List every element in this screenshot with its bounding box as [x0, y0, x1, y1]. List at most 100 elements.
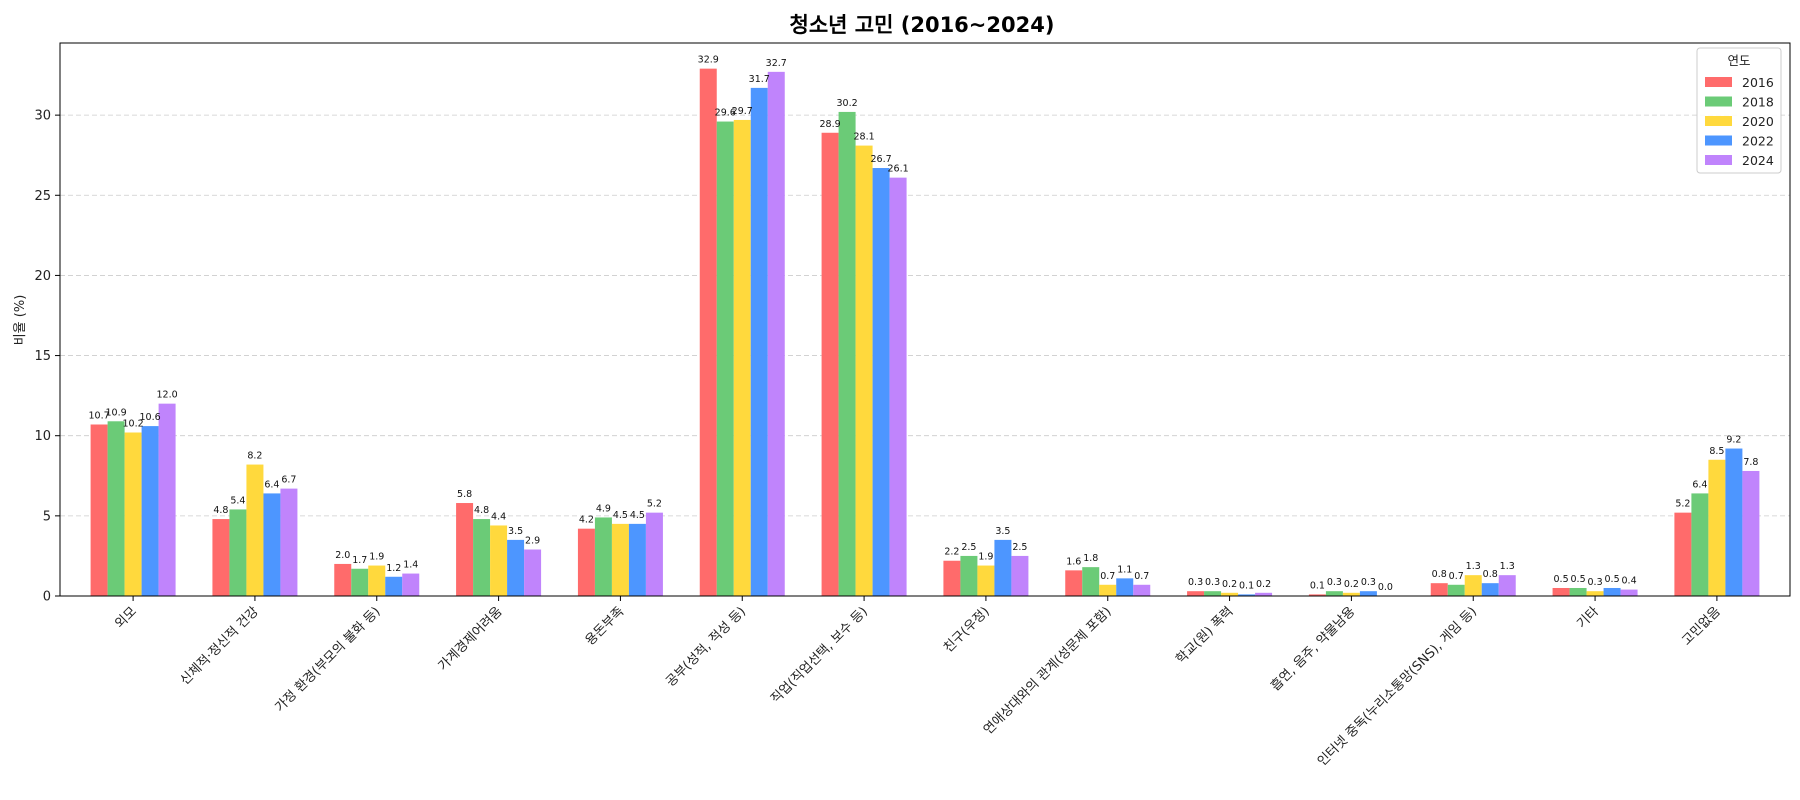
bar-2016 [1430, 583, 1448, 596]
bar-value-label: 0.2 [1222, 579, 1237, 590]
x-tick-label: 기타 [1574, 604, 1602, 632]
bar-2022 [750, 87, 768, 596]
bar-value-label: 0.1 [1310, 580, 1325, 591]
bar-2024 [1255, 592, 1273, 596]
bar-2018 [1569, 587, 1587, 596]
bar-value-label: 10.7 [89, 410, 110, 421]
bar-2024 [767, 71, 785, 596]
bar-value-label: 0.5 [1605, 574, 1620, 585]
y-tick-label: 15 [34, 349, 51, 364]
bar-value-label: 2.2 [944, 547, 959, 558]
legend-label: 2020 [1742, 114, 1774, 129]
bar-2018 [1691, 493, 1709, 596]
bar-2022 [1603, 587, 1621, 596]
bar-2016 [821, 132, 839, 596]
bar-value-label: 0.2 [1344, 579, 1359, 590]
y-tick-label: 20 [34, 269, 51, 284]
bar-value-label: 0.3 [1327, 577, 1342, 588]
bar-2024 [1620, 589, 1638, 596]
bar-2024 [158, 403, 176, 596]
bar-value-label: 4.4 [491, 511, 506, 522]
bar-value-label: 8.2 [247, 451, 262, 462]
legend-swatch [1705, 116, 1732, 126]
bar-2016 [212, 519, 230, 596]
bar-2020 [246, 464, 264, 596]
legend-label: 2022 [1742, 134, 1774, 149]
bar-2022 [141, 426, 159, 596]
bar-2020 [1464, 575, 1482, 596]
bar-value-label: 0.2 [1256, 579, 1271, 590]
bar-value-label: 1.6 [1066, 556, 1081, 567]
x-tick-label: 신체적·정신적 건강 [178, 604, 262, 688]
bar-2018 [473, 519, 491, 596]
legend-swatch [1705, 96, 1732, 107]
bar-2020 [1708, 459, 1726, 596]
gridlines [60, 114, 1790, 517]
bar-value-label: 0.4 [1622, 576, 1637, 587]
bar-2020 [368, 565, 386, 596]
bar-value-label: 3.5 [508, 526, 523, 537]
bar-2022 [994, 539, 1012, 596]
bar-2018 [716, 121, 734, 597]
legend-title: 연도 [1727, 53, 1750, 68]
bar-value-label: 1.3 [1500, 561, 1515, 572]
bar-value-label: 29.6 [715, 108, 736, 119]
y-axis-label: 비율 (%) [13, 295, 28, 346]
bar-value-label: 4.8 [213, 505, 228, 516]
bar-value-label: 0.7 [1100, 571, 1115, 582]
bar-2018 [960, 555, 978, 596]
legend: 연도 2016 2018 2020 2022 2024 [1696, 47, 1782, 174]
bar-2018 [1447, 584, 1465, 596]
bar-2018 [229, 509, 247, 596]
bar-2016 [577, 528, 595, 596]
bar-value-label: 10.2 [123, 419, 144, 430]
bar-value-label: 7.8 [1743, 457, 1758, 468]
bar-value-label: 0.8 [1483, 569, 1498, 580]
bar-2024 [1133, 584, 1151, 596]
legend-label: 2016 [1742, 75, 1774, 90]
bar-2018 [1204, 591, 1222, 596]
bar-value-label: 3.5 [995, 526, 1010, 537]
bar-value-label: 1.4 [403, 560, 418, 571]
bar-value-label: 30.2 [837, 98, 858, 109]
bar-2020 [1586, 591, 1604, 596]
bar-2020 [1342, 592, 1360, 596]
bar-value-label: 4.9 [596, 503, 611, 514]
bar-2016 [699, 68, 717, 597]
x-tick-label: 공부(성적, 적성 등) [663, 604, 749, 690]
bar-2024 [1498, 575, 1516, 596]
bar-2024 [1011, 555, 1029, 596]
bar-2024 [889, 177, 907, 596]
bar-value-label: 4.2 [579, 515, 594, 526]
bar-2016 [1308, 594, 1326, 596]
bar-2024 [402, 573, 420, 596]
bar-2020 [733, 119, 751, 596]
bar-2018 [594, 517, 612, 596]
y-tick-label: 30 [34, 109, 51, 124]
bar-2020 [1221, 592, 1239, 596]
bar-value-label: 0.5 [1571, 574, 1586, 585]
bar-2018 [838, 111, 856, 597]
bar-value-label: 6.4 [1692, 479, 1707, 490]
bar-value-label: 5.2 [1675, 499, 1690, 510]
bar-2024 [1742, 470, 1760, 596]
bar-value-labels: 10.74.82.05.84.232.928.92.21.60.3 0.10.8 0… [89, 55, 1759, 593]
bar-value-label: 10.6 [140, 412, 161, 423]
bar-2016 [334, 563, 352, 596]
legend-label: 2018 [1742, 95, 1774, 110]
bar-value-label: 1.8 [1083, 553, 1098, 564]
bar-value-label: 10.9 [106, 407, 127, 418]
bar-value-label: 5.2 [647, 499, 662, 510]
bar-2022 [1116, 578, 1134, 596]
bar-2016 [1065, 570, 1083, 596]
bar-value-label: 12.0 [157, 390, 178, 401]
bar-2016 [90, 424, 108, 596]
bar-2022 [628, 523, 646, 596]
bar-value-label: 26.1 [888, 164, 909, 175]
x-tick-label: 가정 환경(부모의 불화 등) [272, 604, 383, 715]
legend-swatch [1705, 155, 1732, 165]
x-tick-label: 학교(원) 폭력 [1173, 604, 1236, 667]
bar-2022 [1725, 448, 1743, 596]
bar-2022 [507, 539, 525, 596]
